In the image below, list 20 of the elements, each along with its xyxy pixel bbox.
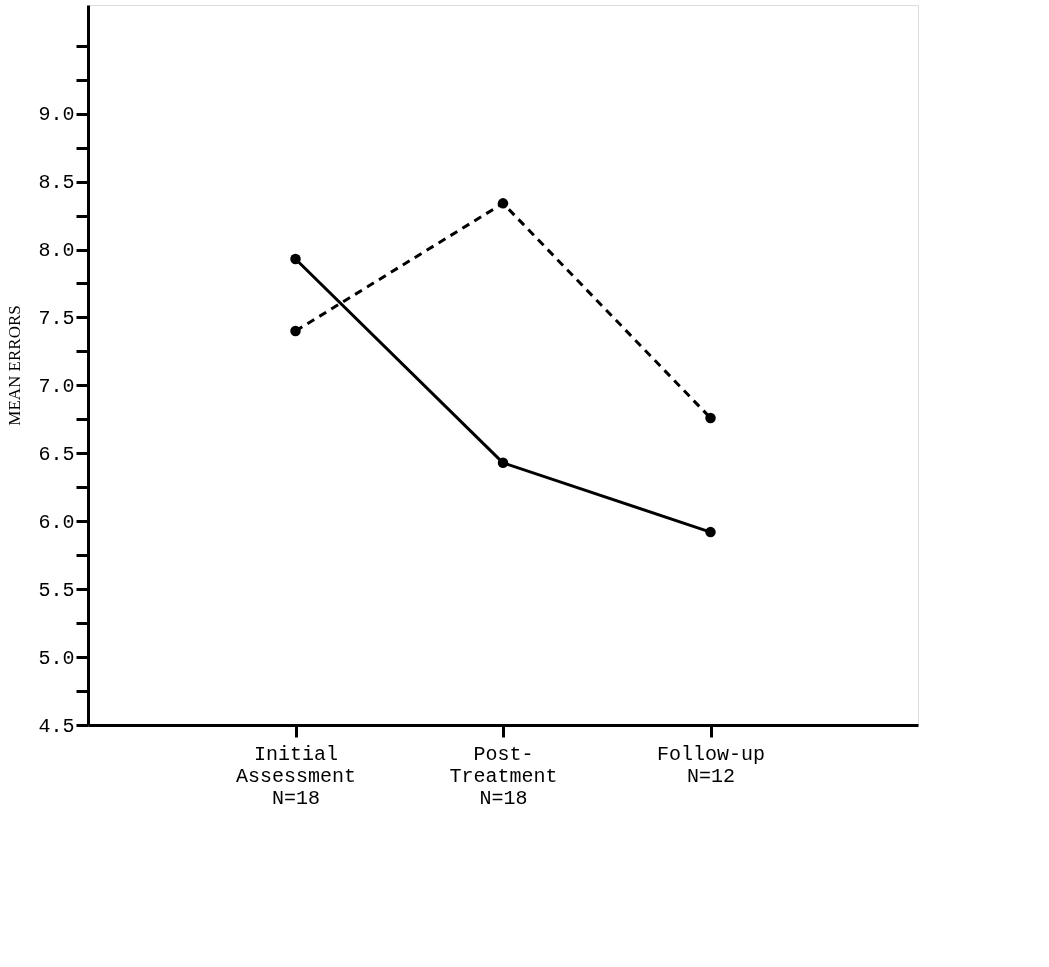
y-tick-label: 8.5: [38, 171, 75, 195]
y-tick-label: 6.0: [38, 510, 75, 534]
x-tick-label: Post- Treatment N=18: [449, 742, 558, 810]
y-tick-label: 5.5: [38, 578, 75, 602]
y-tick-label: 6.5: [38, 442, 75, 466]
point: [497, 198, 509, 209]
point: [290, 325, 301, 337]
y-tick-label: 4.5: [38, 714, 75, 738]
x-tick-label: Follow-up N=12: [656, 742, 766, 788]
point: [497, 457, 509, 469]
x-tick-label: Initial Assessment N=18: [235, 742, 357, 810]
point: [290, 253, 301, 265]
y-tick-label: 9.0: [38, 103, 75, 127]
y-axis-title: MEAN ERRORS: [5, 305, 25, 426]
y-tick-label: 7.5: [38, 306, 75, 330]
point: [705, 412, 716, 424]
point: [705, 526, 716, 538]
y-tick-label: 8.0: [38, 239, 75, 263]
y-tick-label: 5.0: [38, 646, 75, 670]
y-tick-label: 7.0: [38, 374, 75, 398]
